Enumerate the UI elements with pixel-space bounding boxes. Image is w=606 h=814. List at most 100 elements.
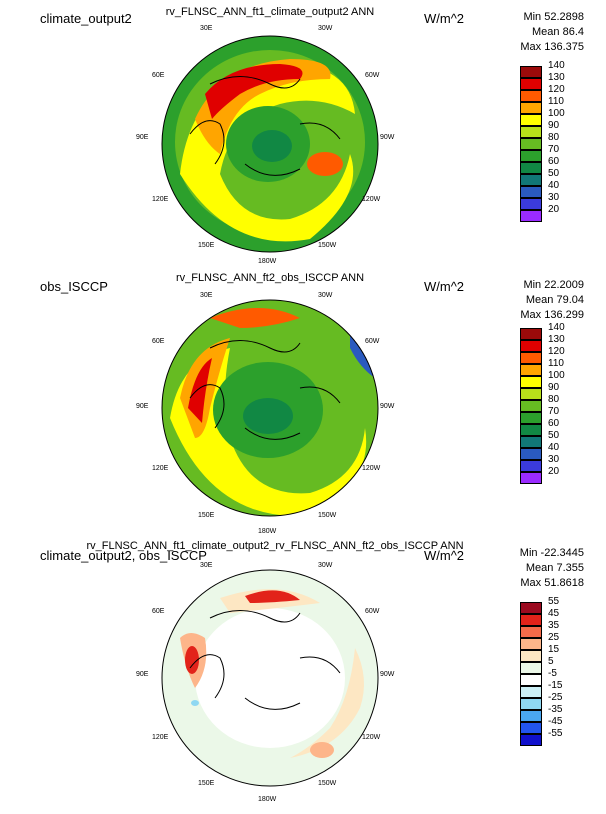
- lon-label: 60W: [365, 72, 380, 79]
- lon-label: 150E: [198, 242, 215, 249]
- lon-label: 180W: [258, 258, 277, 265]
- colorbar-swatch: [520, 400, 542, 412]
- colorbar-swatch: [520, 328, 542, 340]
- panel-title: rv_FLNSC_ANN_ft1_climate_output2 ANN: [165, 6, 375, 18]
- coastlines: [189, 610, 341, 710]
- colorbar-swatch: [520, 424, 542, 436]
- colorbar-label: 35: [548, 620, 560, 631]
- panel-model: climate_output2 rv_FLNSC_ANN_ft1_climate…: [0, 0, 606, 270]
- lon-label: 90W: [380, 671, 395, 678]
- colorbar-label: -25: [548, 692, 563, 703]
- stats-block: Min 52.2898 Mean 86.4 Max 136.375: [494, 10, 584, 55]
- polar-map: [150, 24, 390, 264]
- lon-label: 90E: [136, 134, 149, 141]
- stat-mean: Mean 7.355: [525, 562, 584, 574]
- colorbar-swatch: [520, 162, 542, 174]
- colorbar-swatch: [520, 186, 542, 198]
- lon-label: 30E: [200, 562, 213, 569]
- colorbar-label: -15: [548, 680, 563, 691]
- colorbar-label: 110: [548, 358, 564, 369]
- colorbar-label: 60: [548, 418, 560, 429]
- colorbar-label: 80: [548, 394, 560, 405]
- lon-label: 120W: [362, 465, 381, 472]
- colorbar-label: 20: [548, 466, 560, 477]
- colorbar-swatch: [520, 340, 542, 352]
- lon-label: 120E: [152, 465, 169, 472]
- lon-label: 150W: [318, 242, 337, 249]
- colorbar-swatch: [520, 126, 542, 138]
- lon-label: 60E: [152, 72, 165, 79]
- colorbar-swatch: [520, 698, 542, 710]
- colorbar-label: 100: [548, 108, 565, 119]
- stat-min: Min -22.3445: [519, 547, 584, 559]
- colorbar-label: 70: [548, 144, 560, 155]
- coastlines: [189, 340, 341, 440]
- colorbar-swatch: [520, 138, 542, 150]
- lon-label: 120E: [152, 734, 169, 741]
- lon-label: 60E: [152, 338, 165, 345]
- colorbar-swatch: [520, 90, 542, 102]
- lon-label: 120E: [152, 196, 169, 203]
- lon-label: 150E: [198, 512, 215, 519]
- map-field-neutral: [195, 608, 345, 748]
- colorbar-swatch: [520, 436, 542, 448]
- stat-min: Min 22.2009: [523, 279, 584, 291]
- coastlines: [189, 76, 341, 176]
- colorbar-label: 100: [548, 370, 565, 381]
- colorbar-label: -35: [548, 704, 563, 715]
- colorbar-label: 50: [548, 430, 560, 441]
- colorbar-label: 120: [548, 84, 565, 95]
- colorbar-label: 130: [548, 334, 565, 345]
- colorbar-swatch: [520, 114, 542, 126]
- colorbar-swatch: [520, 472, 542, 484]
- lon-label: 60E: [152, 608, 165, 615]
- colorbar-swatch: [520, 626, 542, 638]
- map-field-east-core: [310, 742, 334, 758]
- colorbar-swatch: [520, 78, 542, 90]
- panel-title: rv_FLNSC_ANN_ft2_obs_ISCCP ANN: [175, 272, 365, 284]
- colorbar-swatch: [520, 198, 542, 210]
- colorbar-swatch: [520, 376, 542, 388]
- colorbar-label: 15: [548, 644, 560, 655]
- colorbar-label: -45: [548, 716, 563, 727]
- colorbar-swatch: [520, 174, 542, 186]
- stat-max: Max 51.8618: [520, 577, 584, 589]
- lon-label: 150W: [318, 512, 337, 519]
- colorbar-swatch: [520, 448, 542, 460]
- colorbar-label: 50: [548, 168, 560, 179]
- lon-label: 180W: [258, 528, 277, 535]
- colorbar-label: 130: [548, 72, 565, 83]
- colorbar-label: 40: [548, 442, 560, 453]
- colorbar-label: 90: [548, 120, 560, 131]
- units-label: W/m^2: [424, 279, 465, 294]
- colorbar-label: 60: [548, 156, 560, 167]
- stat-max: Max 136.375: [520, 41, 584, 53]
- polar-map: [150, 288, 390, 528]
- panel-obs: obs_ISCCP rv_FLNSC_ANN_ft2_obs_ISCCP ANN…: [0, 270, 606, 540]
- colorbar-label: 140: [548, 60, 565, 71]
- colorbar-swatch: [520, 722, 542, 734]
- colorbar-swatch: [520, 614, 542, 626]
- colorbar-swatch: [520, 710, 542, 722]
- panel-left-label: climate_output2: [40, 11, 132, 26]
- colorbar-swatch: [520, 602, 542, 614]
- lon-label: 60W: [365, 338, 380, 345]
- panel-left-label: obs_ISCCP: [40, 279, 108, 294]
- panel-diff: climate_output2, obs_ISCCP rv_FLNSC_ANN_…: [0, 540, 606, 810]
- panel-left-label: climate_output2, obs_ISCCP: [40, 548, 207, 563]
- panel-title: rv_FLNSC_ANN_ft1_climate_output2_rv_FLNS…: [86, 540, 464, 552]
- lon-label: 120W: [362, 196, 381, 203]
- colorbar-label: 20: [548, 204, 560, 215]
- polar-map-svg: [161, 299, 379, 517]
- lon-label: 30W: [318, 562, 333, 569]
- colorbar-swatch: [520, 674, 542, 686]
- stats-block: Min -22.3445 Mean 7.355 Max 51.8618: [494, 546, 584, 591]
- lon-label: 90E: [136, 671, 149, 678]
- lon-label: 30W: [318, 25, 333, 32]
- lon-label: 30E: [200, 25, 213, 32]
- map-field-red: [188, 358, 212, 423]
- stats-block: Min 22.2009 Mean 79.04 Max 136.299: [494, 278, 584, 323]
- map-field-pos-core: [245, 590, 300, 603]
- lon-label: 60W: [365, 608, 380, 615]
- colorbar-swatch: [520, 460, 542, 472]
